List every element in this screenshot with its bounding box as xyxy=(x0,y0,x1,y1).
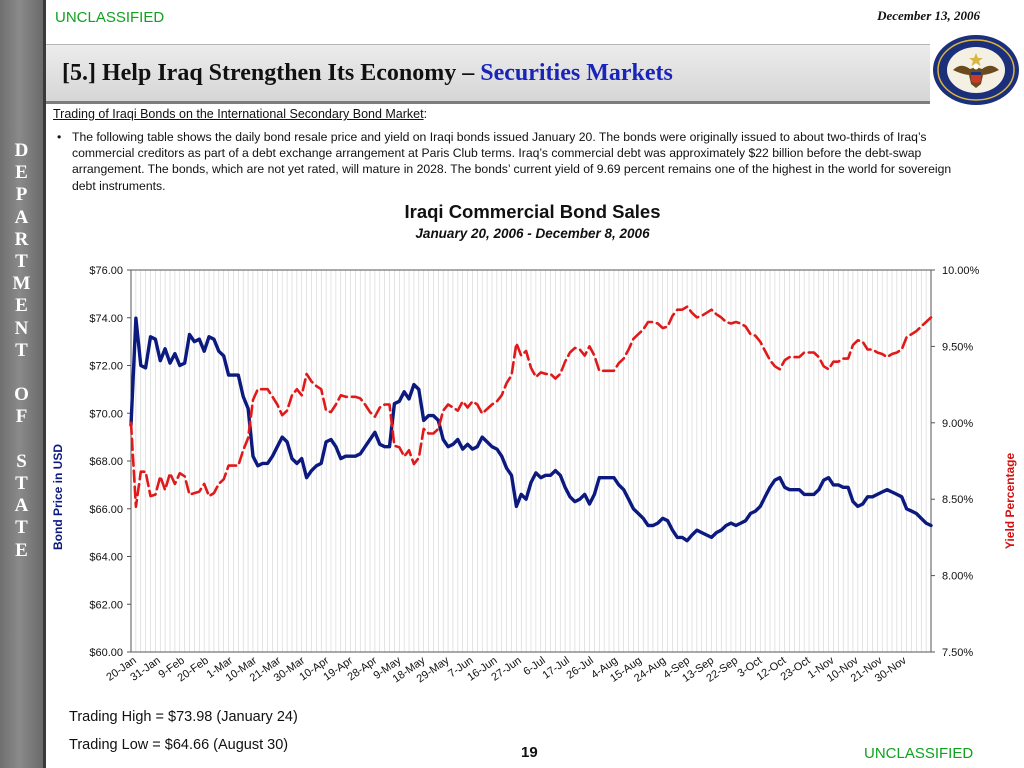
slide-title: [5.] Help Iraq Strengthen Its Economy – … xyxy=(62,60,673,87)
y-right-tick-label: 10.00% xyxy=(942,265,980,277)
sidebar-letter: D xyxy=(14,140,29,161)
y-tick-label: $68.00 xyxy=(89,456,123,468)
bond-price-line xyxy=(129,316,933,543)
sidebar-letter: T xyxy=(15,339,28,361)
classification-top: UNCLASSIFIED xyxy=(55,9,165,26)
y-tick-label: $70.00 xyxy=(89,408,123,420)
slide-title-accent: Securities Markets xyxy=(480,60,673,86)
sidebar-letter xyxy=(0,429,43,451)
section-subheading: Trading of Iraqi Bonds on the Internatio… xyxy=(53,107,427,121)
bullet-marker: • xyxy=(57,130,62,144)
sidebar-letter: P xyxy=(15,184,28,206)
sidebar-letter: R xyxy=(14,228,29,250)
sidebar-letter: S xyxy=(16,450,27,472)
description-text: The following table shows the daily bond… xyxy=(72,130,952,193)
y-tick-label: $74.00 xyxy=(89,313,123,325)
y-axis-title: Bond Price in USD xyxy=(51,444,65,550)
slide-date: December 13, 2006 xyxy=(877,8,980,23)
subheading-text: Trading of Iraqi Bonds on the Internatio… xyxy=(53,107,424,121)
slide-title-main: [5.] Help Iraq Strengthen Its Economy – xyxy=(62,60,475,86)
y-tick-label: $72.00 xyxy=(89,361,123,373)
sidebar-letter: O xyxy=(14,384,29,406)
y-right-tick-label: 8.50% xyxy=(942,494,973,506)
y-right-tick-label: 9.00% xyxy=(942,418,973,430)
sidebar-divider xyxy=(43,0,46,768)
yield-percentage-line xyxy=(129,305,933,509)
sidebar-letter: T xyxy=(15,473,28,495)
sidebar-letter: T xyxy=(15,517,28,539)
y-tick-label: $62.00 xyxy=(89,599,123,611)
subheading-colon: : xyxy=(423,107,428,121)
title-bar xyxy=(46,44,930,104)
chart-subtitle: January 20, 2006 - December 8, 2006 xyxy=(415,226,650,241)
sidebar-letter: N xyxy=(14,317,29,339)
x-tick-label: 17-Jul xyxy=(540,655,571,682)
sidebar-letter: A xyxy=(14,206,29,228)
sidebar-letter: F xyxy=(15,406,28,428)
sidebar-letter: E xyxy=(15,539,28,561)
department-seal-icon xyxy=(933,35,1019,105)
y-right-axis-title: Yield Percentage xyxy=(1003,453,1017,550)
trading-high: Trading High = $73.98 (January 24) xyxy=(69,709,298,725)
sidebar-letter xyxy=(0,362,43,384)
y-right-tick-label: 9.50% xyxy=(942,341,973,353)
sidebar-letter: E xyxy=(15,295,28,317)
sidebar-letter: E xyxy=(15,162,28,184)
page-number: 19 xyxy=(521,744,538,761)
y-tick-label: $66.00 xyxy=(89,504,123,516)
chart-title: Iraqi Commercial Bond Sales xyxy=(404,201,661,222)
y-tick-label: $76.00 xyxy=(89,265,123,277)
trading-low: Trading Low = $64.66 (August 30) xyxy=(69,737,289,753)
classification-bottom: UNCLASSIFIED xyxy=(864,745,974,762)
y-right-tick-label: 8.00% xyxy=(942,571,973,583)
sidebar-letter: A xyxy=(14,495,29,517)
x-tick-label: 26-Jul xyxy=(564,655,595,682)
y-right-tick-label: 7.50% xyxy=(942,647,973,659)
sidebar-letter: M xyxy=(12,273,31,295)
sidebar-letter: T xyxy=(15,251,28,273)
bond-chart: $60.00 $62.00 $64.00 $66.00 $68.00 $70.00 $72.… xyxy=(51,265,1017,686)
y-tick-label: $64.00 xyxy=(89,552,123,564)
y-tick-label: $60.00 xyxy=(89,647,123,659)
